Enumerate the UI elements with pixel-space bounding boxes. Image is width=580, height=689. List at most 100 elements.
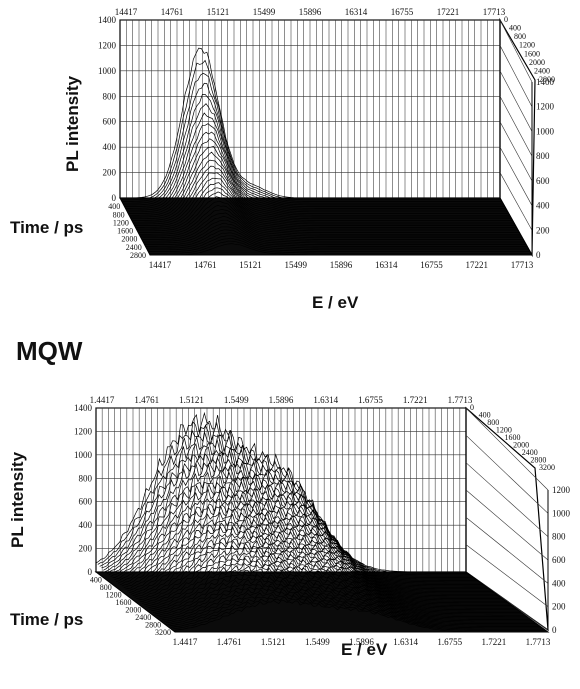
- time-tick-left: 400: [90, 576, 102, 585]
- x-tick-label-top: 16314: [345, 7, 368, 17]
- y-tick-label: 1200: [74, 426, 93, 436]
- right-intensity-label: 400: [536, 201, 550, 211]
- x-tick-label-bottom: 17221: [466, 260, 489, 270]
- x-tick-label-bottom: 16755: [420, 260, 443, 270]
- trace-line: [142, 219, 525, 242]
- y-tick-label: 600: [103, 117, 117, 127]
- depth-line: [499, 70, 533, 132]
- trace-line: [97, 420, 468, 574]
- trace-line: [140, 212, 523, 239]
- trace-line: [117, 486, 489, 590]
- x-tick-label-bottom: 1.7221: [482, 637, 507, 647]
- trace-line: [136, 191, 518, 230]
- trace-line: [95, 411, 466, 573]
- depth-line: [465, 435, 549, 514]
- y-tick-label: 600: [79, 497, 93, 507]
- chart-top-time-label: Time / ps: [10, 218, 84, 237]
- time-tick-left: 800: [100, 583, 112, 592]
- trace-line: [135, 187, 517, 228]
- trace-line: [134, 526, 506, 602]
- trace-line: [151, 560, 524, 615]
- x-tick-label-bottom: 1.6314: [393, 637, 418, 647]
- trace-line: [171, 594, 545, 630]
- trace-line: [103, 439, 474, 578]
- trace-line: [141, 542, 514, 608]
- trace-line: [154, 567, 527, 618]
- trace-line: [162, 580, 535, 623]
- trace-line: [143, 546, 516, 609]
- trace-line: [150, 243, 532, 256]
- right-intensity-label: 0: [536, 250, 541, 260]
- x-tick-label-bottom: 16314: [375, 260, 398, 270]
- trace-line: [125, 112, 506, 209]
- right-intensity-label: 200: [536, 225, 550, 235]
- y-tick-label: 1400: [74, 403, 93, 413]
- time-tick-right: 2000: [529, 58, 545, 67]
- depth-line: [465, 544, 549, 607]
- time-tick-left: 1600: [117, 227, 133, 236]
- x-tick-label-top: 1.7221: [403, 395, 428, 405]
- trace-line: [149, 557, 522, 613]
- x-tick-label-bottom: 1.4417: [173, 637, 198, 647]
- x-tick-label-top: 1.5499: [224, 395, 249, 405]
- y-tick-label: 0: [88, 567, 93, 577]
- trace-line: [124, 103, 505, 207]
- trace-line: [114, 476, 486, 587]
- y-tick-label: 1000: [98, 66, 117, 76]
- trace-line: [126, 123, 507, 211]
- right-intensity-label: 1200: [552, 485, 571, 495]
- trace-line: [131, 165, 513, 221]
- right-intensity-label: 1000: [552, 508, 571, 518]
- y-tick-label: 800: [103, 91, 117, 101]
- chart-top-panel: 0 200 400 600 800 1000 1200 1400 14417 14761 15121…: [0, 0, 580, 330]
- x-tick-label-bottom: 1.5896: [349, 637, 374, 647]
- right-intensity-label: 800: [536, 151, 550, 161]
- trace-line: [112, 469, 484, 585]
- time-tick-right: 3200: [539, 463, 555, 472]
- right-intensity-label: 600: [536, 176, 550, 186]
- x-tick-label-bottom: 1.4761: [217, 637, 242, 647]
- trace-line: [128, 138, 509, 214]
- time-tick-right: 2800: [539, 75, 555, 84]
- floor: [94, 571, 550, 633]
- time-tick-left: 2000: [125, 606, 141, 615]
- trace-line: [149, 240, 531, 254]
- trace-line: [132, 172, 514, 223]
- trace-line: [116, 481, 487, 588]
- time-tick-left: 1200: [113, 218, 129, 227]
- trace-line: [133, 177, 515, 225]
- trace-line: [143, 222, 526, 244]
- trace-line: [123, 93, 504, 206]
- depth-line: [499, 96, 533, 157]
- trace-line: [108, 456, 480, 583]
- right-intensity-label: 800: [552, 532, 566, 542]
- trace-line: [99, 424, 470, 576]
- trace-line: [136, 530, 508, 604]
- trace-line: [130, 159, 512, 220]
- time-tick-right: 1200: [519, 41, 535, 50]
- trace-line: [173, 597, 547, 631]
- time-tick-left: 2000: [121, 235, 137, 244]
- time-tick-right: 400: [509, 24, 521, 33]
- time-tick-right: 1600: [505, 433, 521, 442]
- x-tick-label-bottom: 1.5121: [261, 637, 286, 647]
- trace-line: [134, 182, 516, 226]
- x-tick-label-top: 14761: [161, 7, 184, 17]
- chart-bottom-panel: MQW 0 200 400 600 800 1000 1200 1400 1.4417 1.476…: [0, 330, 580, 689]
- x-tick-label-top: 15499: [253, 7, 276, 17]
- trace-line: [105, 446, 476, 580]
- trace-line: [138, 200, 520, 233]
- trace-line: [145, 229, 528, 247]
- time-tick-right: 800: [514, 32, 526, 41]
- time-tick-right: 0: [504, 15, 508, 24]
- trace-line: [148, 237, 531, 252]
- trace-line: [174, 599, 548, 633]
- time-tick-left: 2800: [145, 621, 161, 630]
- trace-line: [167, 588, 541, 627]
- trace-line: [165, 585, 539, 626]
- time-tick-right: 1600: [524, 49, 540, 58]
- trace-line: [139, 205, 521, 235]
- x-tick-label-bottom: 1.6755: [437, 637, 462, 647]
- depth-line: [465, 462, 549, 537]
